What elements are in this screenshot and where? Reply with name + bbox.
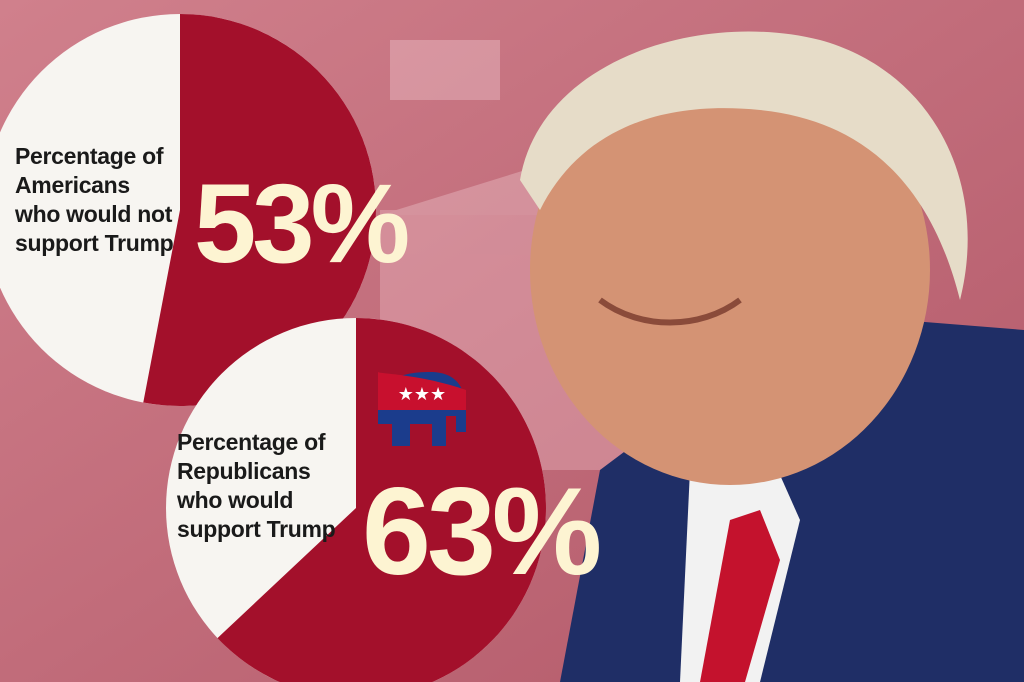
pie-label: Percentage of Republicans who would supp… bbox=[177, 429, 336, 542]
trump-photo bbox=[520, 31, 1024, 682]
value-label: 63% bbox=[362, 463, 602, 601]
pie-label: Percentage of Americans who would not su… bbox=[15, 143, 174, 256]
value-label: 53% bbox=[194, 161, 410, 286]
pie-slice bbox=[143, 14, 377, 406]
svg-text:★★★: ★★★ bbox=[398, 384, 446, 404]
gop-elephant: ★★★ bbox=[378, 372, 466, 446]
